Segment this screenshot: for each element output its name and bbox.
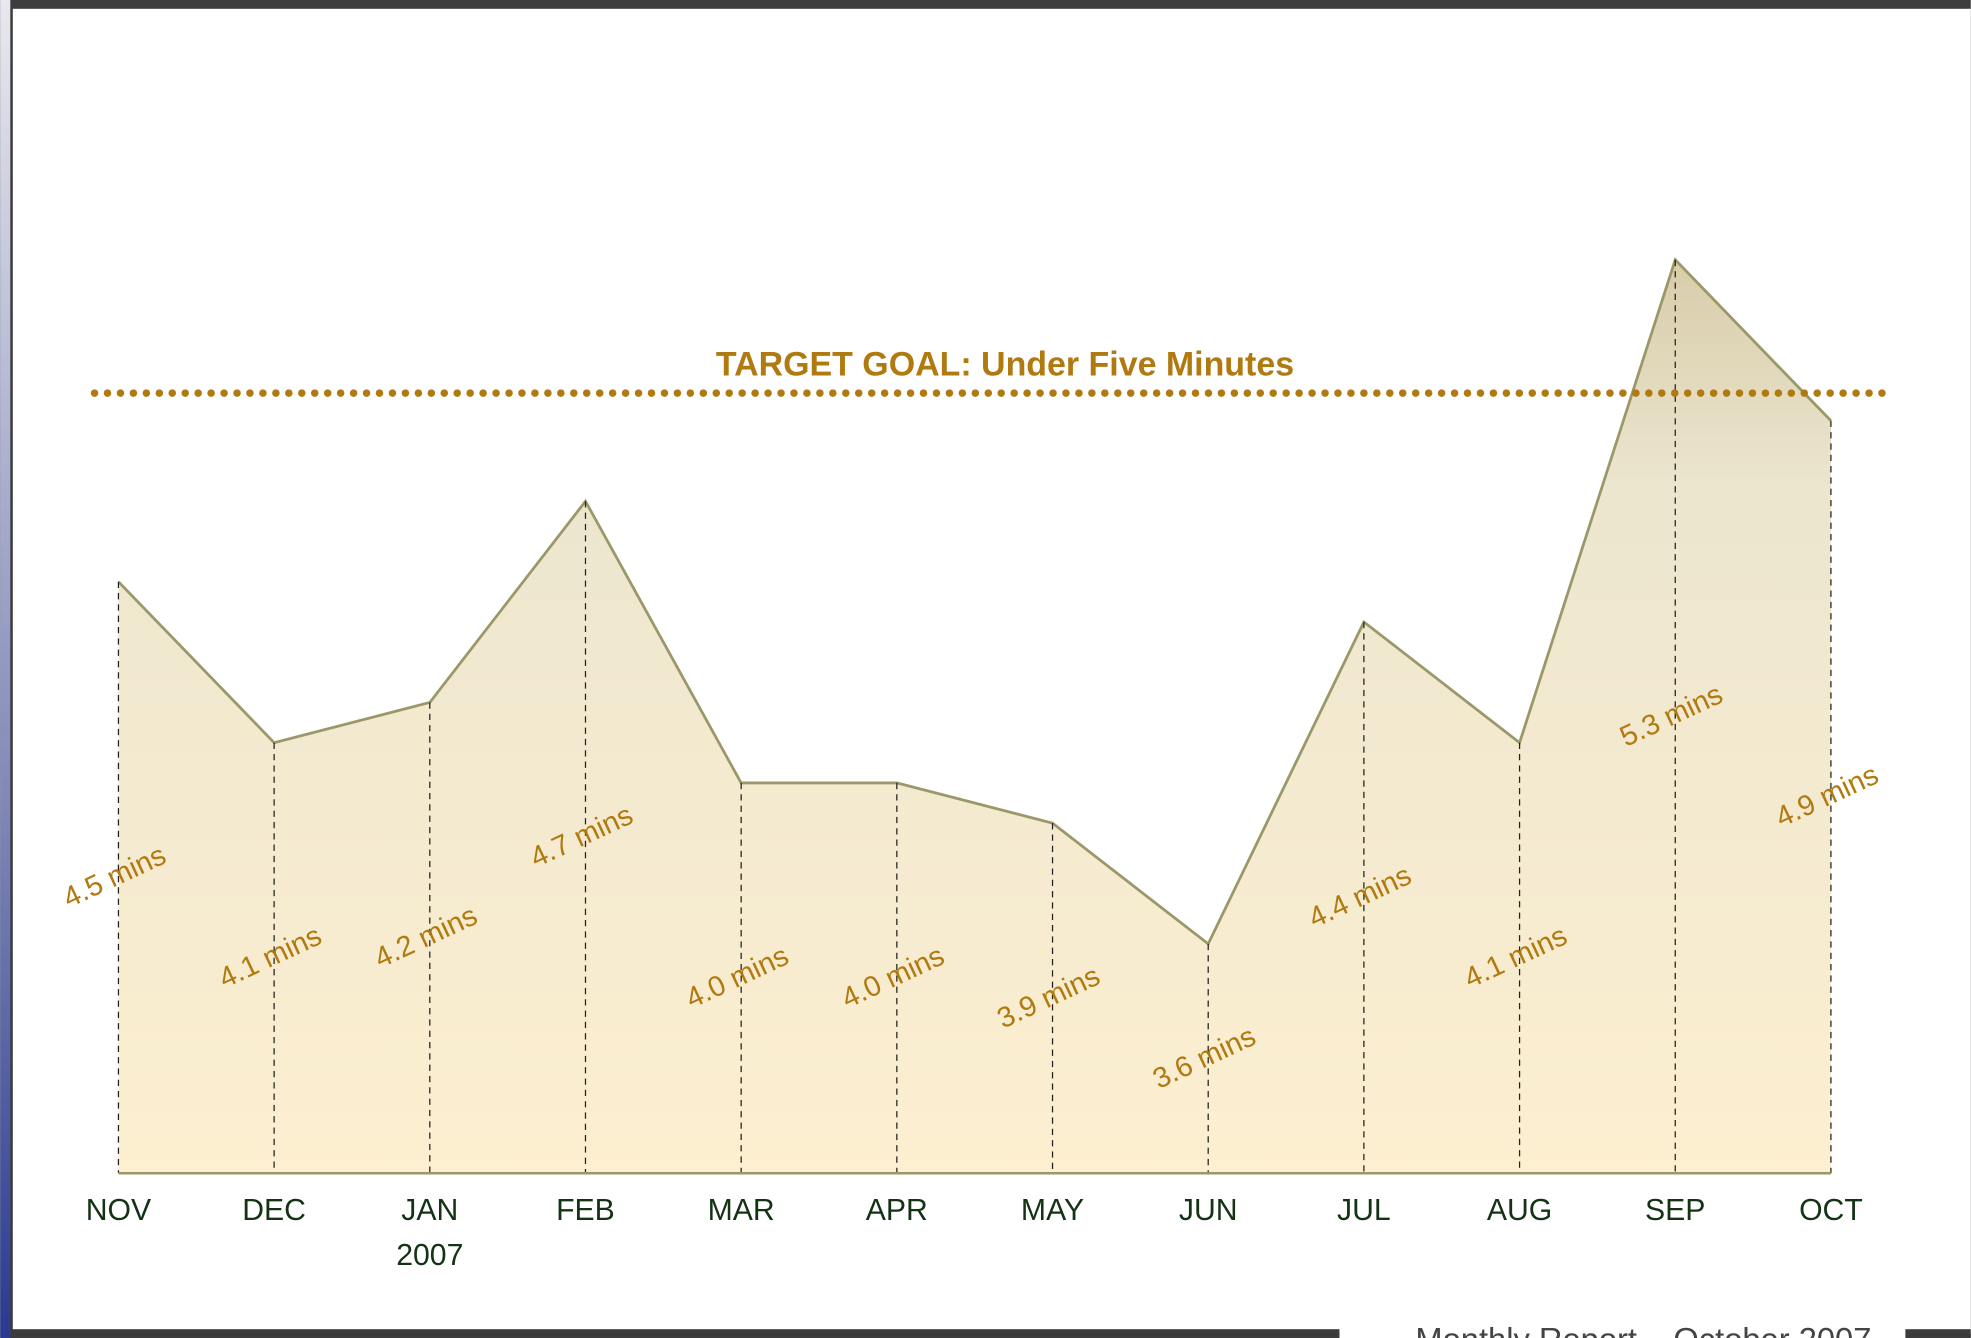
x-tick-label: AUG	[1487, 1194, 1552, 1227]
area-line	[117, 257, 1832, 947]
side-strip	[0, 0, 11, 1338]
x-tick-label: DEC	[242, 1194, 306, 1227]
x-tick-label: MAY	[1021, 1194, 1084, 1227]
x-tick-label: APR	[866, 1194, 928, 1227]
x-tick-label: MAR	[708, 1194, 775, 1227]
year-label: 2007	[396, 1239, 463, 1272]
target-label: TARGET GOAL: Under Five Minutes	[716, 345, 1294, 383]
x-tick-label: OCT	[1799, 1194, 1863, 1227]
x-tick-label: JAN	[401, 1194, 458, 1227]
footer: Monthly Report – October 2007	[1415, 1321, 1871, 1338]
x-tick-label: JUL	[1337, 1194, 1391, 1227]
x-tick-label: FEB	[556, 1194, 615, 1227]
x-tick-label: SEP	[1645, 1194, 1705, 1227]
footer-bg	[1339, 1327, 1906, 1338]
x-tick-label: JUN	[1179, 1194, 1238, 1227]
area	[118, 259, 1831, 1174]
x-tick-label: NOV	[86, 1194, 151, 1227]
